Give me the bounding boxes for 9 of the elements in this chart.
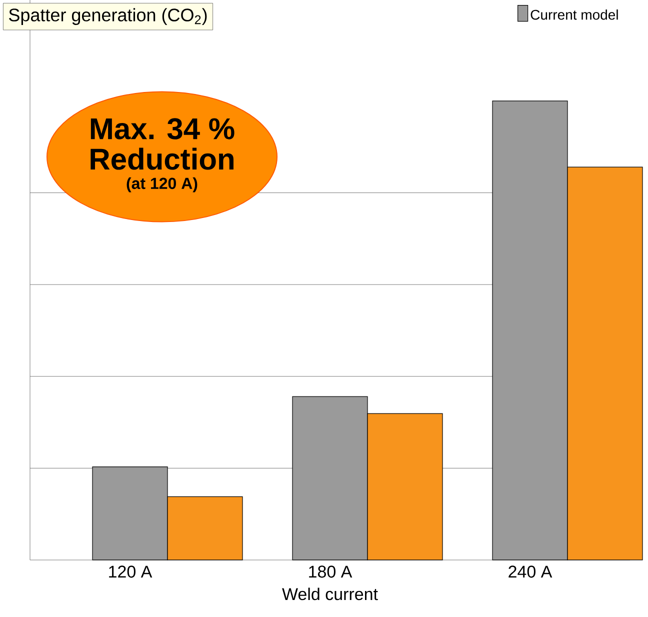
legend-label: Current model: [530, 9, 618, 20]
x-tick-label: 180 A: [309, 566, 352, 578]
chart-title: Spatter generation (CO$_{2}$): [9, 8, 207, 25]
x-tick-label: 120 A: [109, 566, 152, 578]
annotation: Reduction: [90, 148, 234, 170]
x-axis-title: Weld current: [282, 588, 378, 600]
x-tick-label: 240 A: [508, 566, 552, 578]
annotation: Max. 34 %: [90, 118, 234, 140]
annotation: (at 120 A): [126, 177, 198, 192]
